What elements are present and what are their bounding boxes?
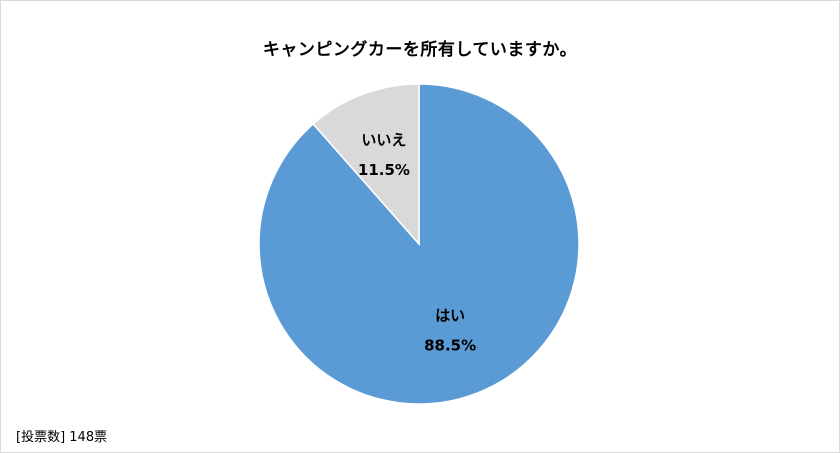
pie-labels: はい 88.5% いいえ 11.5% (358, 131, 476, 354)
pie-slices (258, 83, 580, 405)
pie-slice-no (312, 83, 420, 246)
slice-value-label: 11.5% (358, 161, 410, 179)
slice-value-label: 88.5% (424, 336, 476, 354)
chart-title: キャンピングカーを所有していますか。 (262, 40, 578, 60)
slice-category-label: はい (435, 306, 465, 324)
slice-category-label: いいえ (361, 131, 406, 149)
vote-count-footnote: [投票数] 148票 (16, 430, 108, 445)
